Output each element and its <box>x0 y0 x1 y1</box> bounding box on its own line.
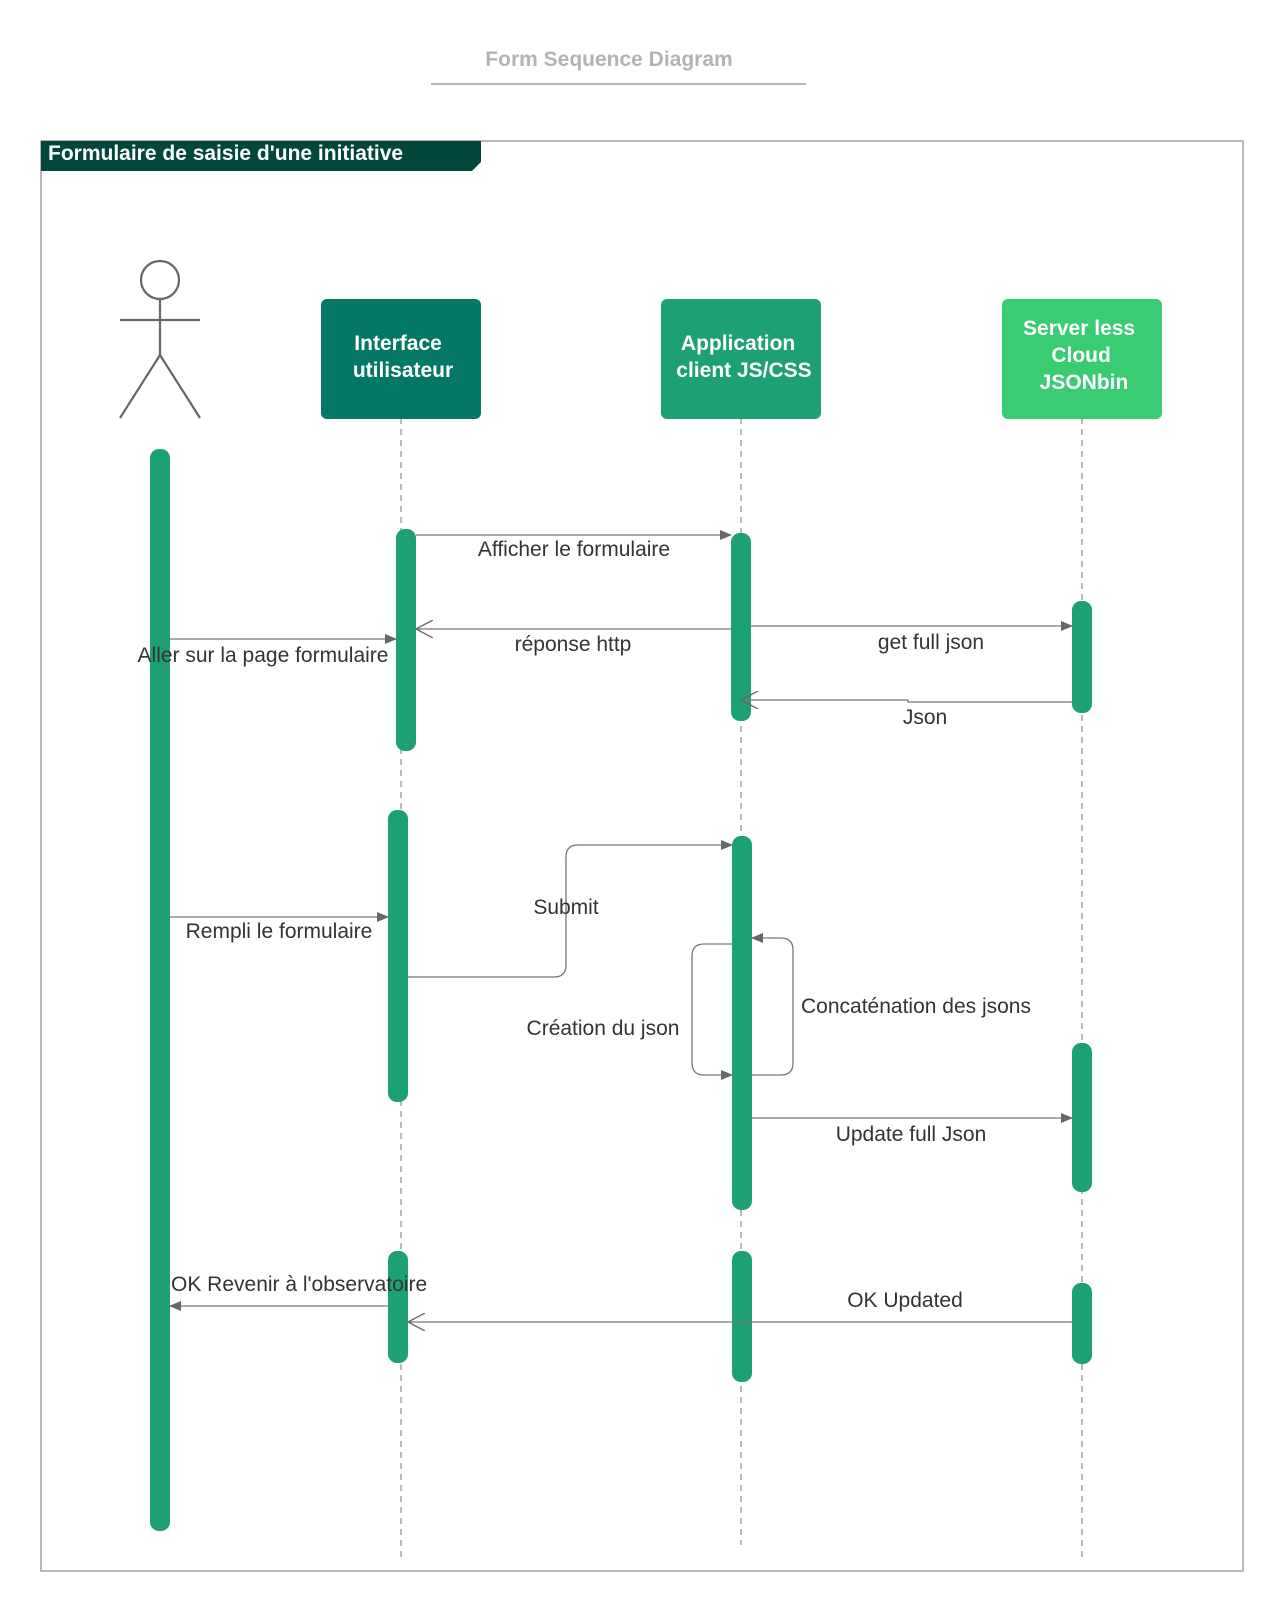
label-submit: Submit <box>533 896 599 919</box>
participant-application-line-2: client JS/CSS <box>676 359 811 382</box>
participant-interface: Interface utilisateur <box>321 299 481 419</box>
participant-application-line-1: Application <box>681 332 795 355</box>
label-creation: Création du json <box>527 1017 680 1040</box>
svg-text:Interface utilisateur: Interface utilisateur <box>353 332 453 382</box>
arrow-json <box>741 700 1072 702</box>
activation-server-3 <box>1072 1283 1092 1364</box>
label-concat: Concaténation des jsons <box>801 995 1031 1018</box>
svg-text:Server less Cloud: Server less Cloud JSONbin <box>1023 317 1141 394</box>
label-update: Update full Json <box>836 1123 987 1146</box>
activation-application-2 <box>732 836 752 1210</box>
svg-text:Application client JS/CS: Application client JS/CSS <box>676 332 811 382</box>
activation-interface-2 <box>388 810 408 1102</box>
participant-server-line-3: JSONbin <box>1040 371 1129 394</box>
label-ok-updated: OK Updated <box>847 1289 963 1312</box>
frame-border <box>40 140 1244 1572</box>
label-aller: Aller sur la page formulaire <box>138 644 389 667</box>
activation-server-2 <box>1072 1043 1092 1192</box>
activation-interface-1 <box>396 529 416 751</box>
participant-application: Application client JS/CSS <box>661 299 821 419</box>
label-afficher: Afficher le formulaire <box>478 538 670 561</box>
diagram-title: Form Sequence Diagram <box>485 48 732 71</box>
frame-title: Formulaire de saisie d'une initiative <box>48 142 403 165</box>
activation-application-1 <box>731 533 751 721</box>
activation-application-3 <box>732 1251 752 1382</box>
activation-actor <box>150 449 170 1531</box>
participant-server-line-1: Server less <box>1023 317 1135 340</box>
label-ok-revenir: OK Revenir à l'observatoire <box>171 1273 427 1296</box>
frame-header <box>41 141 481 171</box>
label-json: Json <box>903 706 947 729</box>
arrow-concat <box>751 933 794 1076</box>
participant-server: Server less Cloud JSONbin <box>1002 299 1162 419</box>
label-get-json: get full json <box>878 631 984 654</box>
arrow-submit <box>408 840 733 978</box>
participant-server-line-2: Cloud <box>1051 344 1110 367</box>
activation-interface-3 <box>388 1251 408 1363</box>
label-reponse: réponse http <box>515 633 632 656</box>
activation-server-1 <box>1072 601 1092 713</box>
participant-interface-line-2: utilisateur <box>353 359 453 382</box>
stick-figure-icon <box>119 259 201 419</box>
label-rempli: Rempli le formulaire <box>186 920 373 943</box>
arrow-creation <box>691 943 733 1080</box>
participant-interface-line-1: Interface <box>354 332 442 355</box>
